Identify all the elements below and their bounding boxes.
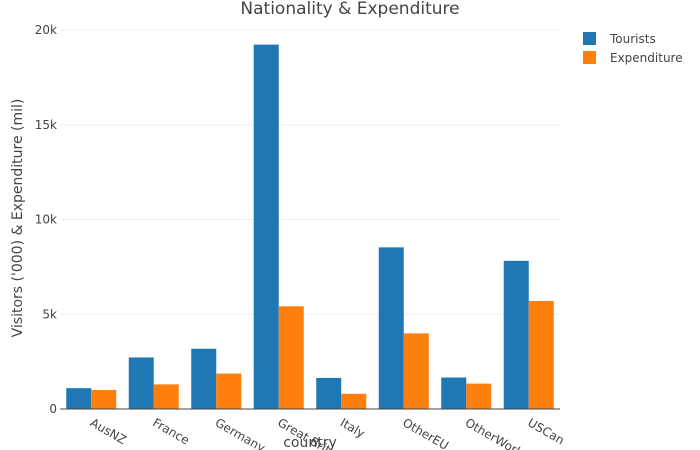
- bar-tourists-othereu: [378, 247, 404, 409]
- x-axis-title: country: [283, 435, 337, 450]
- bar-expenditure-uscan: [528, 300, 554, 409]
- y-tick-label: 15k: [35, 118, 57, 132]
- x-tick-label: OtherEU: [400, 415, 451, 450]
- bar-expenditure-othereu: [403, 333, 429, 409]
- bar-tourists-otherworld: [441, 377, 467, 409]
- bar-tourists-germany: [191, 348, 217, 409]
- y-tick-label: 0: [49, 402, 57, 416]
- y-tick-labels: 0 5k 10k 15k 20k: [35, 23, 57, 416]
- bar-tourists-ausnz: [66, 388, 92, 409]
- y-axis-title: Visitors ('000) & Expenditure (mil): [10, 99, 26, 338]
- bar-tourists-great-brit-: [253, 44, 279, 410]
- legend-item-expenditure[interactable]: Expenditure: [583, 51, 683, 65]
- y-tick-label: 5k: [42, 307, 57, 321]
- legend-swatch-tourists: [583, 32, 596, 45]
- x-tick-label: AusNZ: [88, 415, 129, 447]
- x-tick-label: Germany: [213, 415, 268, 450]
- x-tick-label: Italy: [338, 415, 368, 440]
- bars: [66, 44, 554, 410]
- legend-item-tourists[interactable]: Tourists: [583, 32, 656, 46]
- bar-tourists-france: [128, 357, 154, 409]
- bar-expenditure-france: [153, 384, 179, 409]
- bar-expenditure-italy: [341, 393, 367, 409]
- x-tick-label: OtherWorld: [463, 415, 529, 450]
- x-tick-label: USCan: [525, 415, 566, 447]
- bar-expenditure-great-brit-: [278, 306, 304, 409]
- bar-expenditure-otherworld: [466, 383, 492, 409]
- legend-swatch-expenditure: [583, 51, 596, 64]
- y-tick-label: 20k: [35, 23, 57, 37]
- chart-title: Nationality & Expenditure: [240, 0, 459, 19]
- bar-tourists-italy: [316, 377, 342, 409]
- x-tick-label: France: [150, 415, 192, 447]
- gridlines: [60, 29, 560, 315]
- legend-label-expenditure: Expenditure: [610, 51, 683, 65]
- bar-expenditure-ausnz: [91, 390, 117, 409]
- y-tick-label: 10k: [35, 213, 57, 227]
- bar-tourists-uscan: [503, 260, 529, 409]
- bar-expenditure-germany: [216, 373, 242, 409]
- legend-label-tourists: Tourists: [609, 32, 656, 46]
- legend[interactable]: Tourists Expenditure: [583, 32, 683, 65]
